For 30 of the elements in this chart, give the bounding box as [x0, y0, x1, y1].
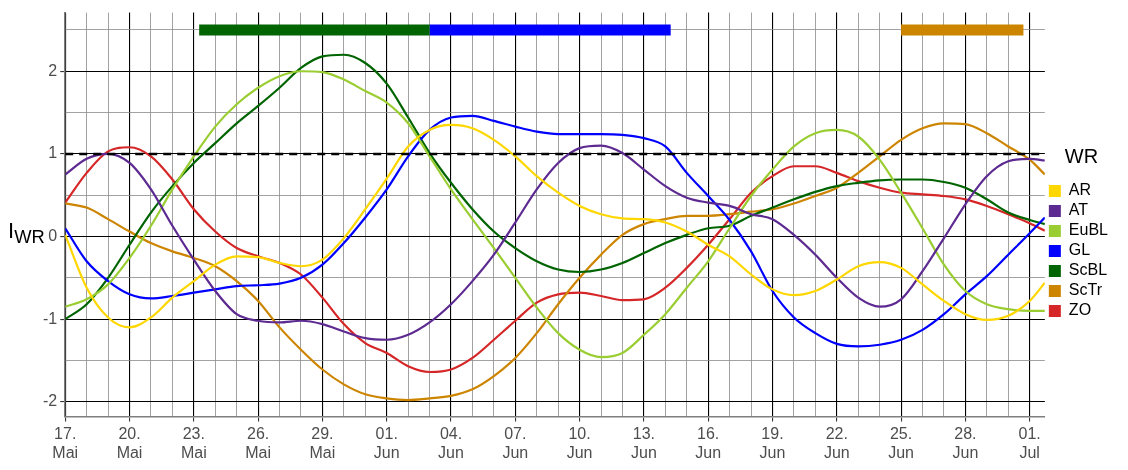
legend-label: AT	[1068, 201, 1089, 219]
x-tick-label: 17. Mai	[52, 424, 79, 461]
x-tick-label: 19. Jun	[759, 424, 786, 461]
x-tick-label: 20. Mai	[116, 424, 143, 461]
x-tick-label: 26. Mai	[245, 424, 272, 461]
legend-label: AR	[1068, 181, 1092, 199]
y-tick-label: 1	[48, 144, 58, 162]
legend-label: ScBL	[1068, 261, 1108, 279]
x-tick-label: 13. Jun	[631, 424, 657, 461]
x-tick-label: 01. Jun	[373, 424, 400, 461]
y-tick-label: -1	[42, 309, 58, 327]
x-tick-label: 23. Mai	[180, 424, 207, 461]
x-tick-label: 01. Jul	[1018, 424, 1041, 461]
x-tick-label: 25. Jun	[888, 424, 914, 461]
x-tick-label: 28. Jun	[952, 424, 979, 461]
legend-label: ScTr	[1068, 281, 1103, 299]
x-tick-label: 16. Jun	[695, 424, 722, 461]
y-axis-title: I$_{WR}$	[8, 218, 45, 249]
y-tick-label: -2	[42, 392, 58, 410]
legend-title: WR	[1064, 144, 1099, 167]
x-tick-label: 07. Jun	[502, 424, 529, 461]
y-tick-label: 0	[48, 226, 58, 244]
x-tick-label: 10. Jun	[566, 424, 593, 461]
x-tick-label: 04. Jun	[438, 424, 464, 461]
x-tick-label: 29. Mai	[309, 424, 336, 461]
legend-label: GL	[1068, 241, 1091, 259]
y-tick-label: 2	[48, 61, 58, 79]
legend-label: ZO	[1068, 301, 1092, 319]
x-tick-label: 22. Jun	[823, 424, 850, 461]
legend-label: EuBL	[1068, 221, 1109, 239]
